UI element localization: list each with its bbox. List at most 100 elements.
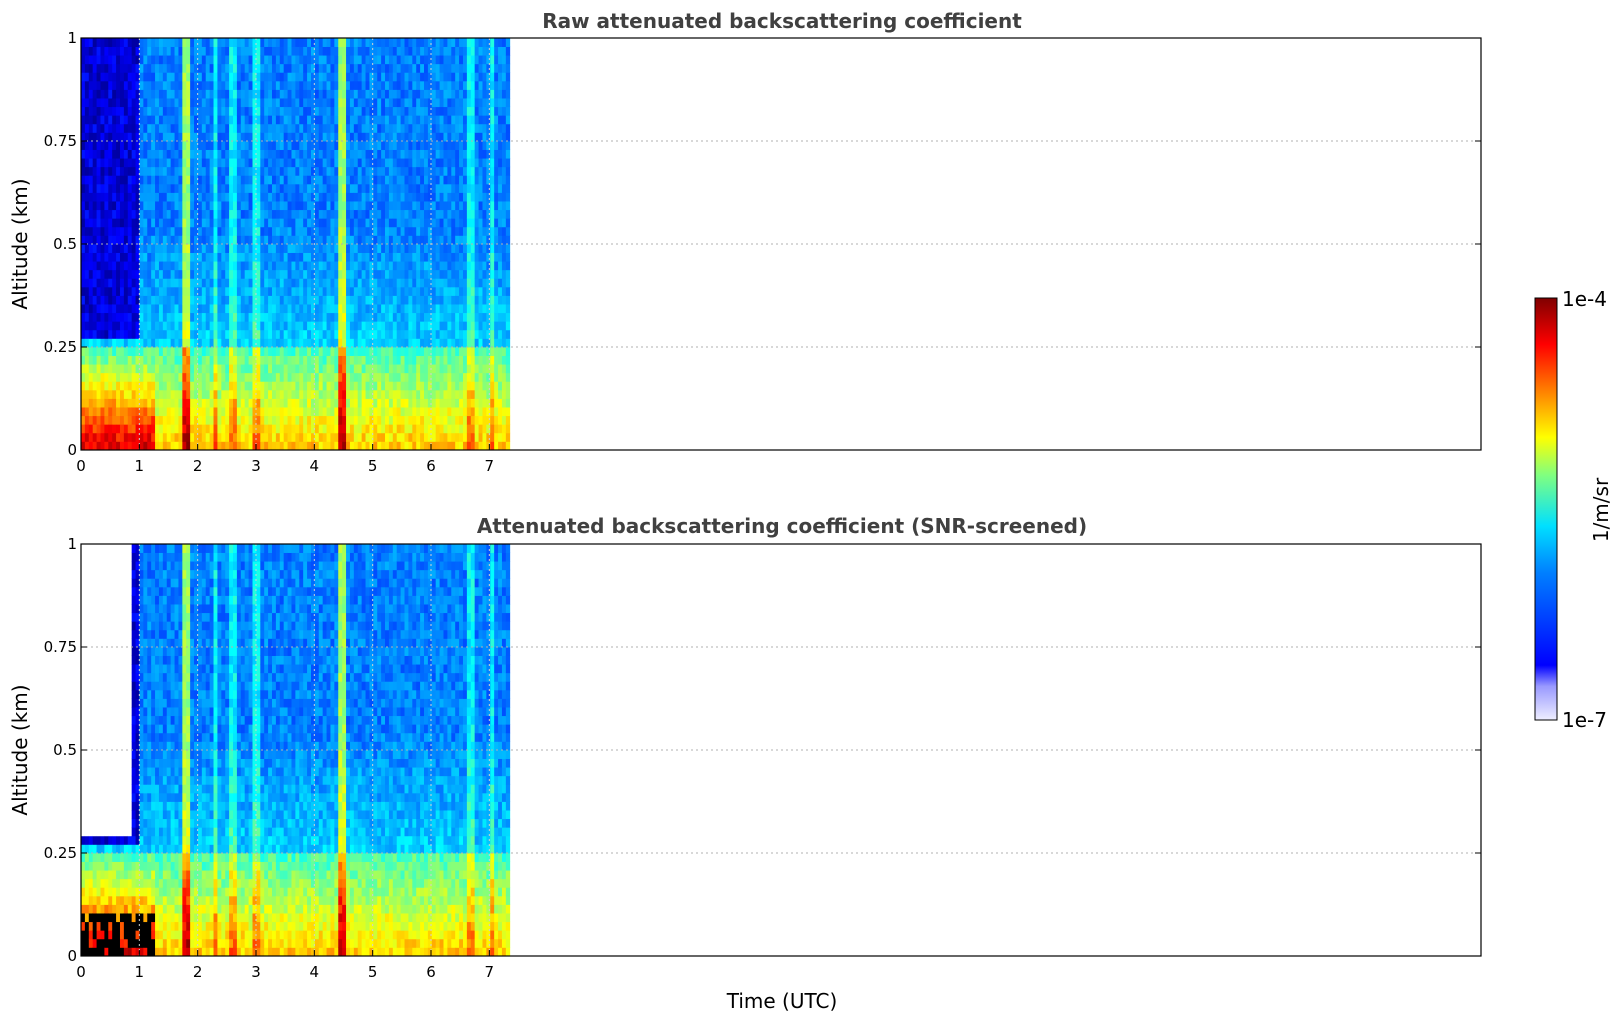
heatmap-cell	[377, 390, 381, 399]
heatmap-cell	[338, 407, 342, 416]
heatmap-cell	[479, 390, 483, 399]
heatmap-cell	[350, 167, 354, 176]
heatmap-cell	[327, 321, 331, 330]
heatmap-cell	[482, 81, 486, 90]
heatmap-cell	[163, 364, 167, 373]
heatmap-cell	[385, 244, 389, 253]
heatmap-cell	[288, 55, 292, 64]
heatmap-cell	[147, 381, 151, 390]
heatmap-cell	[276, 270, 280, 279]
heatmap-cell	[229, 235, 233, 244]
heatmap-cell	[389, 38, 393, 47]
heatmap-cell	[225, 227, 229, 236]
heatmap-cell	[303, 210, 307, 219]
heatmap-cell	[85, 175, 89, 184]
heatmap-cell	[89, 304, 93, 313]
heatmap-cell	[436, 278, 440, 287]
heatmap-cell	[81, 313, 85, 322]
heatmap-cell	[451, 107, 455, 116]
heatmap-cell	[229, 47, 233, 56]
heatmap-cell	[97, 261, 101, 270]
heatmap-cell	[276, 416, 280, 425]
heatmap-cell	[100, 167, 104, 176]
heatmap-cell	[163, 227, 167, 236]
heatmap-cell	[182, 373, 186, 382]
heatmap-cell	[381, 175, 385, 184]
heatmap-cell	[342, 244, 346, 253]
heatmap-cell	[280, 124, 284, 133]
heatmap-cell	[93, 167, 97, 176]
heatmap-cell	[190, 47, 194, 56]
heatmap-cell	[163, 107, 167, 116]
heatmap-cell	[100, 364, 104, 373]
heatmap-cell	[241, 347, 245, 356]
heatmap-cell	[214, 416, 218, 425]
heatmap-cell	[420, 47, 424, 56]
heatmap-cell	[159, 175, 163, 184]
heatmap-cell	[276, 407, 280, 416]
heatmap-cell	[424, 407, 428, 416]
heatmap-cell	[225, 90, 229, 99]
heatmap-cell	[416, 304, 420, 313]
heatmap-cell	[479, 270, 483, 279]
heatmap-cell	[272, 399, 276, 408]
heatmap-cell	[408, 364, 412, 373]
heatmap-cell	[393, 321, 397, 330]
heatmap-cell	[225, 270, 229, 279]
heatmap-cell	[284, 64, 288, 73]
heatmap-cell	[112, 201, 116, 210]
heatmap-cell	[377, 64, 381, 73]
heatmap-cell	[408, 441, 412, 450]
heatmap-cell	[362, 235, 366, 244]
heatmap-cell	[217, 235, 221, 244]
heatmap-cell	[175, 81, 179, 90]
heatmap-cell	[100, 441, 104, 450]
heatmap-cell	[455, 253, 459, 262]
heatmap-cell	[482, 90, 486, 99]
heatmap-cell	[389, 64, 393, 73]
heatmap-cell	[241, 158, 245, 167]
heatmap-cell	[299, 38, 303, 47]
heatmap-cell	[447, 390, 451, 399]
heatmap-cell	[268, 167, 272, 176]
heatmap-cell	[432, 81, 436, 90]
heatmap-cell	[116, 381, 120, 390]
heatmap-cell	[475, 132, 479, 141]
heatmap-cell	[319, 364, 323, 373]
heatmap-cell	[202, 407, 206, 416]
heatmap-cell	[163, 193, 167, 202]
heatmap-cell	[467, 150, 471, 159]
heatmap-cell	[479, 98, 483, 107]
heatmap-cell	[455, 287, 459, 296]
heatmap-cell	[280, 287, 284, 296]
heatmap-cell	[81, 253, 85, 262]
heatmap-cell	[447, 364, 451, 373]
heatmap-cell	[338, 253, 342, 262]
heatmap-cell	[436, 132, 440, 141]
heatmap-cell	[264, 424, 268, 433]
heatmap-cell	[463, 321, 467, 330]
heatmap-cell	[214, 338, 218, 347]
heatmap-cell	[280, 253, 284, 262]
heatmap-cell	[350, 330, 354, 339]
heatmap-cell	[327, 64, 331, 73]
heatmap-cell	[385, 64, 389, 73]
heatmap-cell	[358, 253, 362, 262]
heatmap-cell	[330, 227, 334, 236]
heatmap-cell	[451, 124, 455, 133]
heatmap-cell	[256, 364, 260, 373]
heatmap-cell	[178, 287, 182, 296]
heatmap-cell	[295, 72, 299, 81]
heatmap-cell	[116, 90, 120, 99]
heatmap-cell	[475, 141, 479, 150]
heatmap-cell	[443, 72, 447, 81]
heatmap-cell	[120, 193, 124, 202]
heatmap-cell	[268, 433, 272, 442]
heatmap-cell	[237, 167, 241, 176]
heatmap-cell	[93, 38, 97, 47]
heatmap-cell	[217, 158, 221, 167]
heatmap-cell	[167, 218, 171, 227]
heatmap-cell	[178, 115, 182, 124]
heatmap-cell	[420, 244, 424, 253]
heatmap-cell	[463, 304, 467, 313]
